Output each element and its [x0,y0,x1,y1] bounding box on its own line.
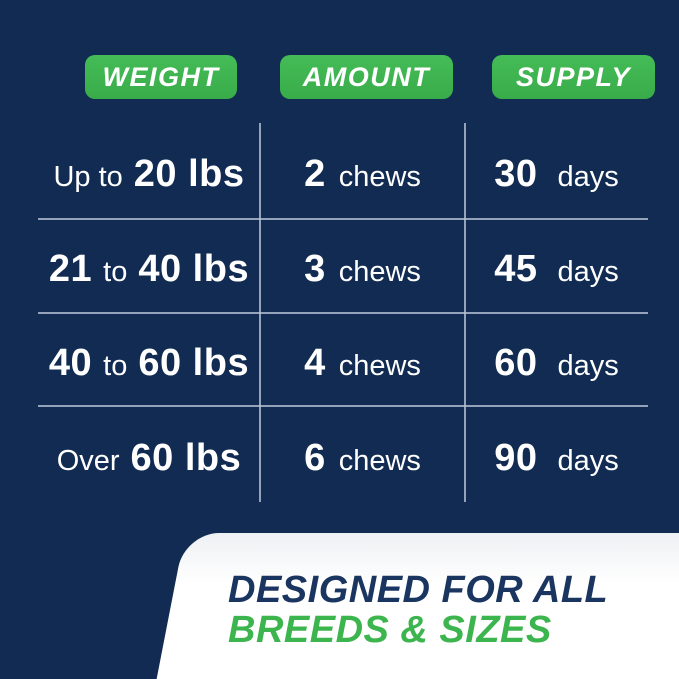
weight-value-bold2: 60 lbs [138,342,250,385]
amount-unit: chews [338,255,421,288]
supply-cell-row1: 30 days [465,123,648,218]
amount-unit: chews [338,160,421,193]
weight-cell-row4: Over 60 lbs [38,407,260,502]
weight-value-word: Over [56,445,120,478]
horizontal-divider-1 [38,218,648,220]
weight-value-bold2: 20 lbs [133,152,245,195]
amount-cell-row4: 6 chews [260,407,465,502]
supply-value: 90 [494,437,538,480]
weight-value-bold2: 60 lbs [130,437,242,480]
supply-unit: days [557,255,619,288]
supply-unit: days [557,160,619,193]
weight-cell-row2: 21 to 40 lbs [38,218,260,313]
weight-value-bold2: 40 lbs [138,247,250,290]
supply-unit: days [557,350,619,383]
weight-value-word: to [103,255,128,288]
amount-column-badge: AMOUNT [280,55,453,99]
weight-value-bold1: 40 [48,342,93,385]
amount-value: 2 [304,152,326,195]
weight-cell-row3: 40 to 60 lbs [38,313,260,408]
amount-unit: chews [338,350,421,383]
designed-for-all-text: DESIGNED FOR ALL [228,569,609,611]
amount-unit: chews [338,445,421,478]
weight-column-badge: WEIGHT [85,55,237,99]
supply-cell-row4: 90 days [465,407,648,502]
supply-cell-row3: 60 days [465,313,648,408]
weight-value-bold1: 21 [48,247,93,290]
supply-column-badge: SUPPLY [492,55,655,99]
weight-column-label: WEIGHT [102,61,220,92]
dosage-table: Up to 20 lbs 2 chews 30 days 21 to 40 lb… [38,123,648,502]
supply-value: 60 [494,342,538,385]
weight-value-word: Up to [53,160,123,193]
supply-value: 45 [494,247,538,290]
weight-value-word: to [103,350,128,383]
supply-column-label: SUPPLY [515,61,632,92]
horizontal-divider-3 [38,405,648,407]
amount-value: 4 [304,342,326,385]
amount-cell-row3: 4 chews [260,313,465,408]
weight-cell-row1: Up to 20 lbs [38,123,260,218]
breeds-and-sizes-text: BREEDS & SIZES [228,609,552,651]
supply-value: 30 [494,152,538,195]
amount-column-label: AMOUNT [302,61,431,92]
amount-cell-row2: 3 chews [260,218,465,313]
amount-value: 6 [304,437,326,480]
horizontal-divider-2 [38,312,648,314]
amount-cell-row1: 2 chews [260,123,465,218]
amount-value: 3 [304,247,326,290]
supply-cell-row2: 45 days [465,218,648,313]
supply-unit: days [557,445,619,478]
